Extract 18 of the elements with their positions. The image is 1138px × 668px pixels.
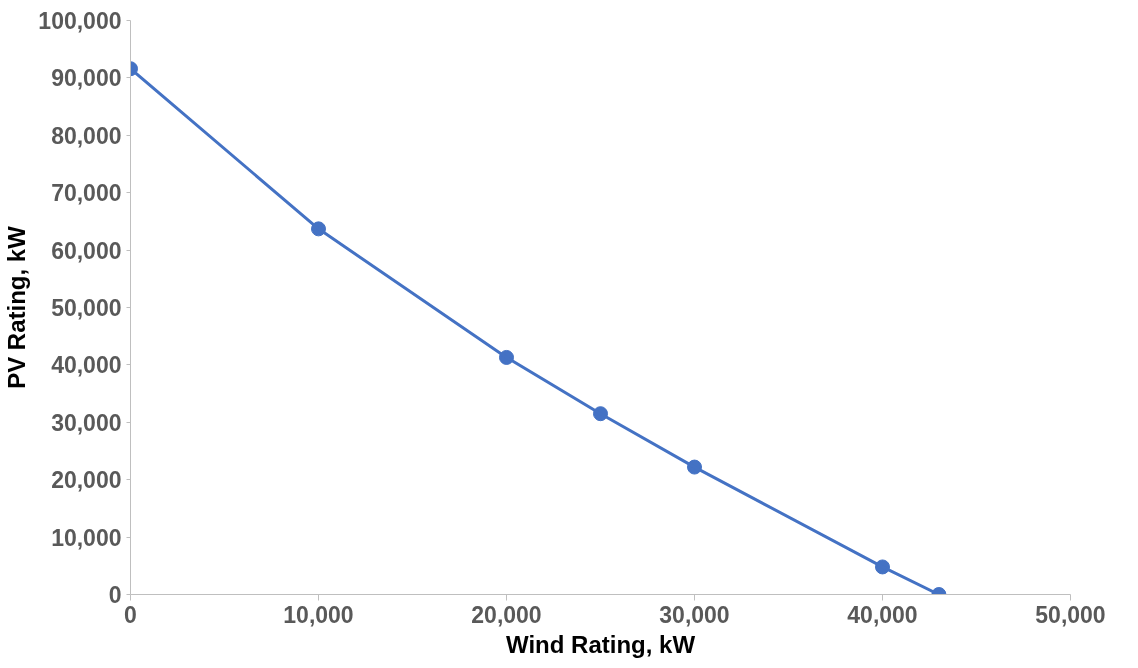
x-tick-label: 20,000 — [471, 601, 542, 628]
y-tick-label: 70,000 — [51, 180, 122, 207]
y-tick-label: 60,000 — [51, 237, 122, 264]
y-tick-label: 100,000 — [38, 8, 122, 34]
x-axis-title: Wind Rating, kW — [505, 630, 696, 658]
y-tick-label: 40,000 — [51, 352, 122, 379]
y-tick-label: 30,000 — [51, 409, 122, 436]
x-tick-label: 50,000 — [1035, 601, 1106, 628]
y-tick-label: 0 — [108, 582, 122, 608]
y-tick-label: 10,000 — [51, 524, 122, 551]
x-tick-label: 30,000 — [659, 601, 730, 628]
x-tick-label: 10,000 — [283, 601, 354, 628]
y-tick-label: 90,000 — [51, 65, 122, 92]
x-tick-label: 40,000 — [847, 601, 918, 628]
y-axis-title: PV Rating, kW — [3, 225, 31, 389]
y-tick-label: 20,000 — [51, 467, 122, 494]
y-tick-label: 80,000 — [51, 122, 122, 149]
y-tick-label: 50,000 — [51, 295, 122, 321]
